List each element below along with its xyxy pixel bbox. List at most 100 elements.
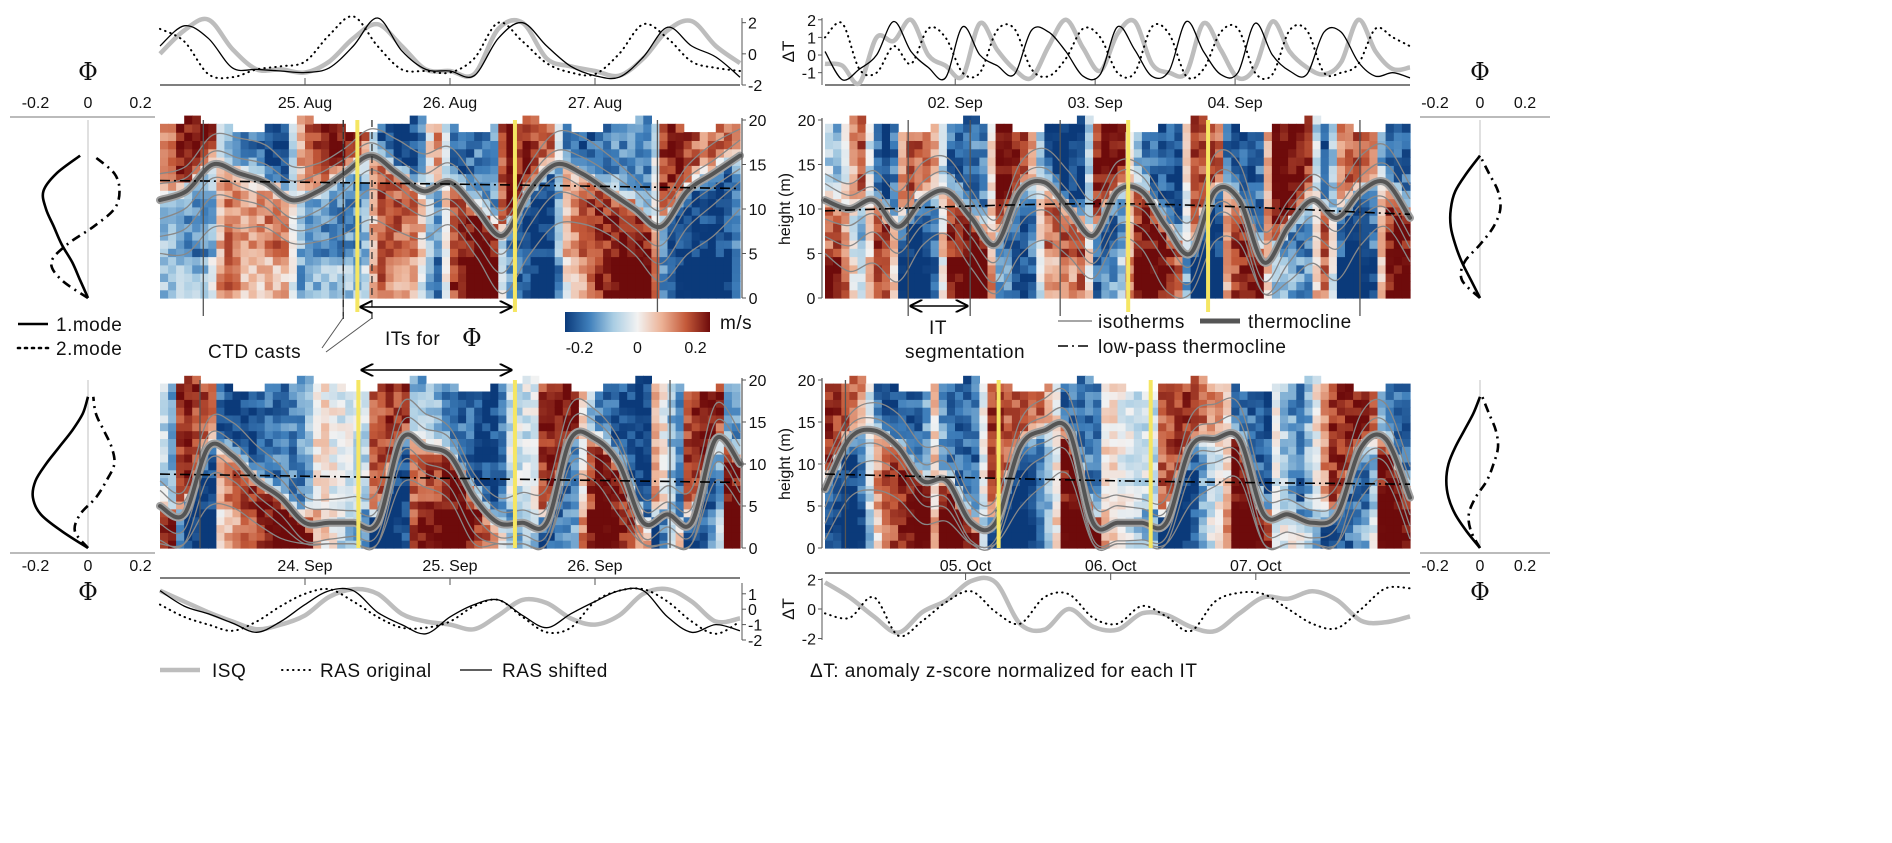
heatmap-cell	[168, 407, 177, 416]
heatmap-cell	[643, 430, 652, 439]
heatmap-cell	[1109, 281, 1119, 291]
date-tick-label: 25. Aug	[278, 95, 332, 112]
heatmap-cell	[578, 148, 588, 158]
heatmap-cell	[490, 289, 499, 299]
heatmap-cell	[1158, 148, 1167, 158]
heatmap-cell	[200, 485, 209, 494]
heatmap-cell	[1377, 190, 1387, 200]
heatmap-cell	[530, 422, 540, 432]
heatmap-cell	[417, 485, 427, 494]
heatmap-cell	[425, 469, 435, 479]
heatmap-cell	[898, 239, 907, 249]
heatmap-cell	[873, 477, 883, 486]
heatmap-cell	[890, 148, 899, 158]
heatmap-cell	[232, 422, 242, 432]
heatmap-cell	[578, 493, 588, 502]
heatmap-cell	[490, 190, 499, 200]
heatmap-cell	[825, 540, 834, 549]
heatmap-cell	[216, 123, 226, 133]
heatmap-cell	[723, 123, 733, 133]
heatmap-cell	[1239, 273, 1249, 282]
heatmap-cell	[208, 485, 217, 494]
heatmap-cell	[1166, 273, 1175, 282]
heatmap-cell	[914, 148, 924, 158]
heatmap-cell	[530, 115, 540, 125]
heatmap-cell	[675, 256, 685, 266]
heatmap-cell	[971, 190, 980, 200]
heatmap-cell	[296, 524, 306, 533]
heatmap-cell	[562, 190, 572, 200]
heatmap-cell	[675, 540, 685, 549]
heatmap-cell	[474, 469, 483, 479]
heatmap-cell	[1028, 264, 1037, 274]
heatmap-cell	[1401, 264, 1411, 274]
heatmap-cell	[200, 391, 209, 400]
heatmap-cell	[586, 485, 596, 494]
heatmap-cell	[554, 223, 564, 233]
heatmap-cell	[538, 461, 548, 471]
heatmap-cell	[313, 264, 322, 274]
heatmap-cell	[490, 493, 499, 502]
heatmap-cell	[1353, 223, 1362, 233]
heatmap-cell	[898, 256, 907, 266]
heatmap-cell	[1239, 239, 1249, 249]
heatmap-cell	[715, 256, 725, 266]
heatmap-cell	[1223, 215, 1232, 224]
heatmap-cell	[627, 132, 636, 141]
heatmap-cell	[1353, 215, 1362, 224]
heatmap-cell	[1328, 132, 1338, 141]
heatmap-cell	[1320, 148, 1330, 158]
heatmap-cell	[208, 273, 217, 282]
heatmap-cell	[865, 493, 875, 502]
heatmap-cell	[595, 477, 604, 486]
heatmap-cell	[667, 123, 677, 133]
heatmap-cell	[369, 516, 379, 526]
heatmap-cell	[691, 532, 701, 541]
heatmap-cell	[305, 289, 314, 299]
heatmap-cell	[168, 148, 177, 158]
heatmap-cell	[377, 454, 387, 463]
heatmap-cell	[530, 239, 540, 249]
heatmap-cell	[433, 454, 443, 463]
heatmap-cell	[1353, 148, 1362, 158]
heatmap-cell	[305, 508, 314, 518]
heatmap-cell	[971, 231, 980, 241]
heatmap-cell	[441, 215, 451, 224]
heatmap-cell	[417, 532, 427, 541]
heatmap-cell	[578, 256, 588, 266]
heatmap-cell	[200, 123, 209, 133]
heatmap-cell	[881, 414, 891, 424]
heatmap-cell	[1003, 173, 1013, 183]
heatmap-cell	[707, 289, 717, 299]
heatmap-cell	[570, 132, 580, 141]
heatmap-cell	[1190, 132, 1200, 141]
heatmap-cell	[914, 248, 924, 258]
heatmap-cell	[514, 132, 524, 141]
heatmap-cell	[474, 165, 483, 175]
heatmap-cell	[160, 223, 169, 233]
heatmap-cell	[603, 516, 612, 526]
mode2-profile-line	[73, 396, 116, 549]
heatmap-cell	[546, 215, 556, 224]
heatmap-cell	[833, 407, 842, 416]
heatmap-cell	[1320, 264, 1330, 274]
heatmap-cell	[1345, 223, 1354, 233]
heatmap-cell	[498, 165, 507, 175]
heatmap-cell	[1020, 206, 1029, 216]
heatmap-cell	[890, 540, 899, 549]
heatmap-cell	[361, 422, 371, 432]
heatmap-cell	[651, 501, 661, 510]
heatmap-cell	[1377, 140, 1387, 150]
heatmap-cell	[586, 256, 596, 266]
heatmap-cell	[1206, 281, 1216, 291]
heatmap-cell	[723, 248, 733, 258]
heatmap-cell	[873, 438, 883, 447]
heatmap-cell	[522, 140, 532, 150]
heatmap-cell	[522, 524, 532, 533]
heatmap-cell	[857, 501, 867, 510]
heatmap-cell	[833, 273, 842, 282]
heatmap-cell	[514, 173, 524, 183]
heatmap-cell	[1182, 281, 1192, 291]
heatmap-cell	[731, 540, 741, 549]
heatmap-cell	[1141, 248, 1151, 258]
